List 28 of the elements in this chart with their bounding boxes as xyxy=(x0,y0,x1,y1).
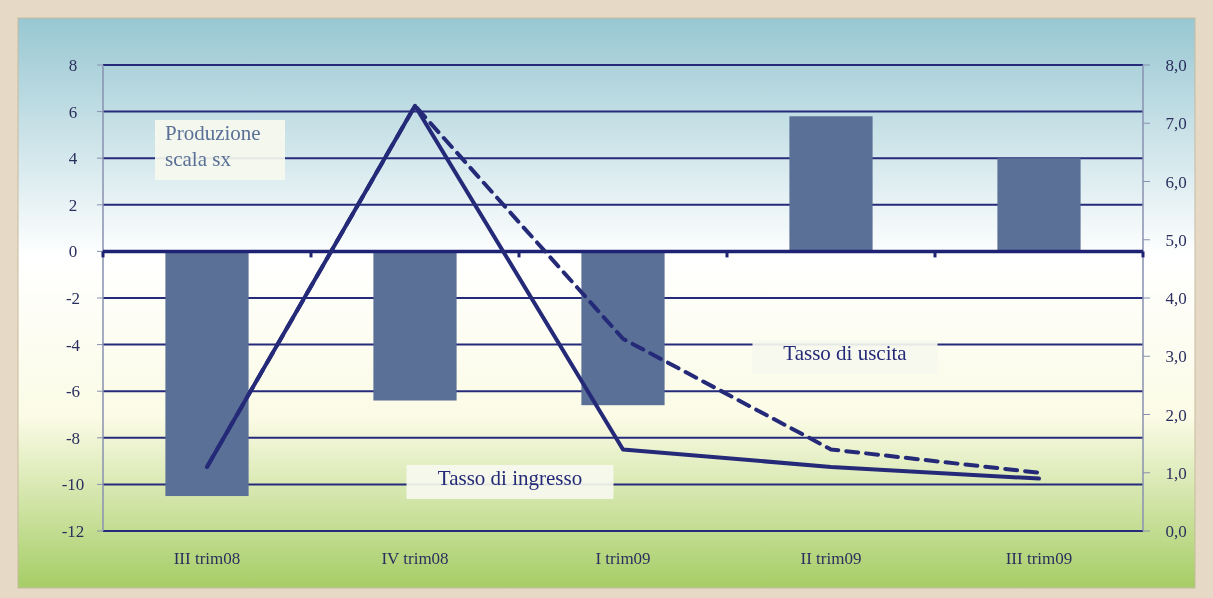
y2-tick-label: 0,0 xyxy=(1165,522,1187,541)
x-tick-label: III trim09 xyxy=(1005,549,1073,568)
y2-tick-label: 5,0 xyxy=(1165,230,1187,250)
y-tick-label: 6 xyxy=(68,102,78,122)
y2-tick-label: 3,0 xyxy=(1165,347,1187,367)
y2-tick-label: 7,0 xyxy=(1165,114,1187,134)
y-tick-label: -2 xyxy=(65,289,81,308)
y-tick-label: -12 xyxy=(61,522,85,541)
text: Tasso di ingresso xyxy=(437,466,583,490)
x-tick-label: IV trim08 xyxy=(381,549,449,568)
y-tick-label: 2 xyxy=(68,195,78,215)
text: Produzione scala sx xyxy=(165,121,261,171)
y-tick-label: -10 xyxy=(61,475,85,495)
y-tick-label: -8 xyxy=(65,428,81,448)
y-tick-label: 4 xyxy=(68,149,78,169)
x-tick-label: III trim08 xyxy=(173,549,241,568)
x-tick-label: I trim09 xyxy=(595,549,651,568)
y-tick-label: -6 xyxy=(65,382,81,402)
y2-tick-label: 4,0 xyxy=(1165,289,1187,308)
y2-tick-label: 8,0 xyxy=(1165,56,1187,75)
y2-tick-label: 6,0 xyxy=(1165,172,1187,192)
y-tick-label: -4 xyxy=(65,335,81,355)
y-tick-label: 8 xyxy=(68,56,78,75)
text: Tasso di uscita xyxy=(783,341,908,365)
x-tick-label: II trim09 xyxy=(800,549,862,568)
y2-tick-label: 1,0 xyxy=(1165,463,1187,483)
y2-tick-label: 2,0 xyxy=(1165,405,1187,425)
y-tick-label: 0 xyxy=(68,242,78,262)
